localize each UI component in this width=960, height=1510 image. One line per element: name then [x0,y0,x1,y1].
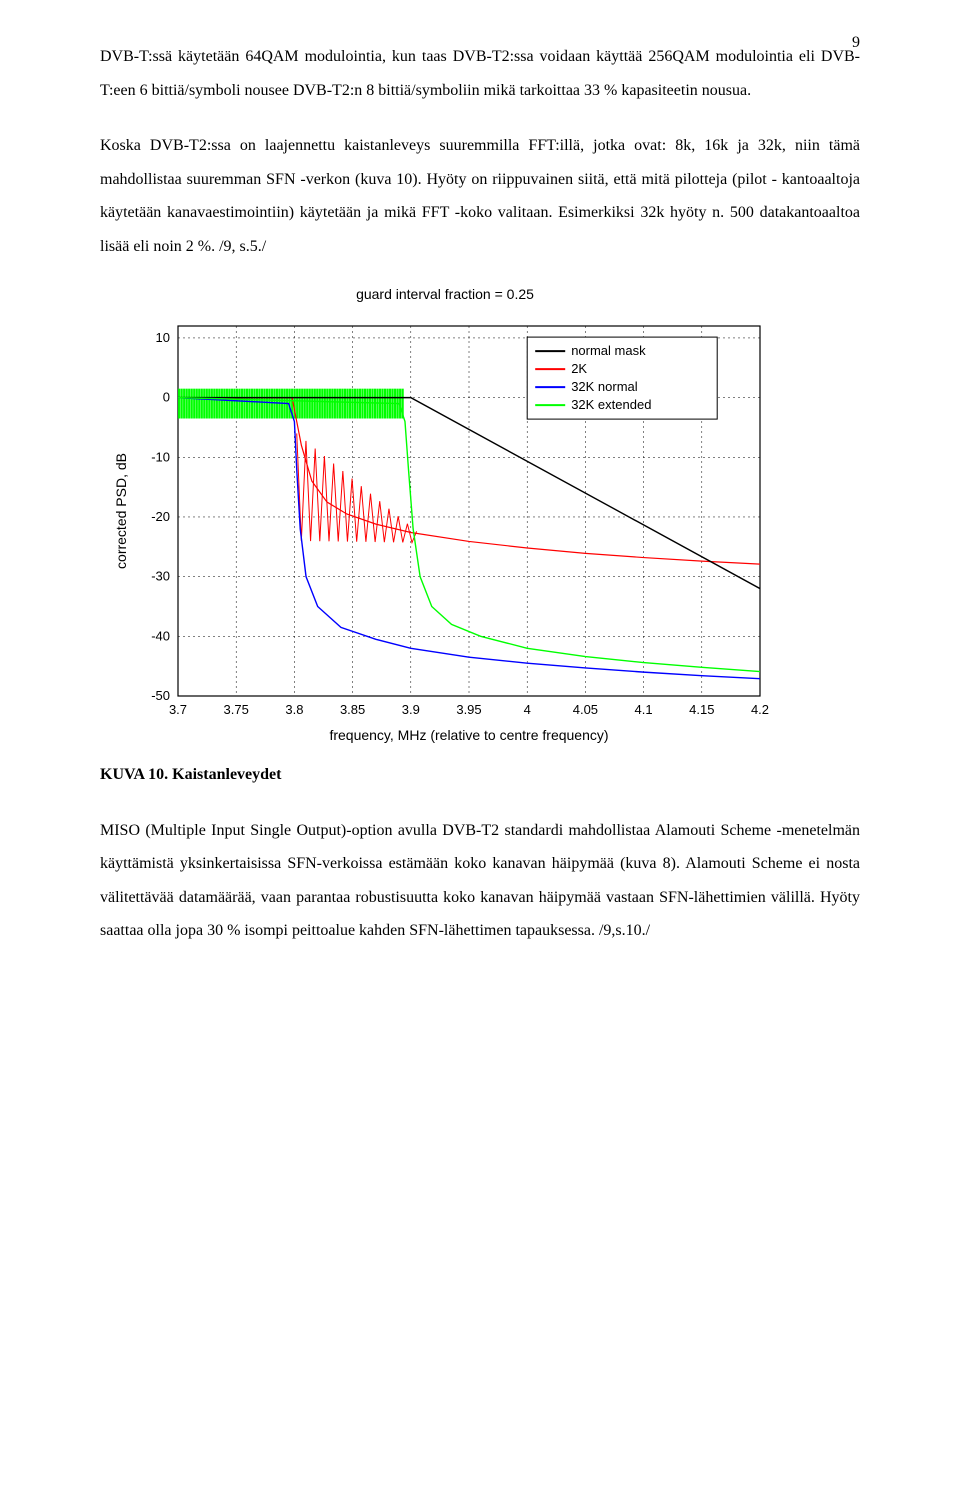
svg-text:10: 10 [156,329,170,344]
svg-text:3.85: 3.85 [340,702,365,717]
svg-text:-20: -20 [151,509,170,524]
svg-text:4.1: 4.1 [635,702,653,717]
svg-text:3.95: 3.95 [456,702,481,717]
svg-text:4: 4 [524,702,531,717]
svg-text:3.7: 3.7 [169,702,187,717]
svg-text:4.15: 4.15 [689,702,714,717]
chart-title: guard interval fraction = 0.25 [100,286,790,302]
svg-text:-40: -40 [151,628,170,643]
figure-caption: KUVA 10. Kaistanleveydet [100,766,860,784]
svg-text:-30: -30 [151,568,170,583]
svg-text:32K normal: 32K normal [571,379,638,394]
paragraph-1: DVB-T:ssä käytetään 64QAM modulointia, k… [100,40,860,107]
paragraph-2: Koska DVB-T2:ssa on laajennettu kaistanl… [100,129,860,263]
page: 9 DVB-T:ssä käytetään 64QAM modulointia,… [0,0,960,1510]
svg-text:32K extended: 32K extended [571,397,651,412]
svg-text:2K: 2K [571,361,587,376]
chart-figure: guard interval fraction = 0.25 3.73.753.… [100,286,790,756]
svg-text:3.9: 3.9 [402,702,420,717]
svg-text:3.75: 3.75 [224,702,249,717]
svg-text:frequency, MHz (relative to ce: frequency, MHz (relative to centre frequ… [329,727,608,743]
paragraph-3: MISO (Multiple Input Single Output)-opti… [100,814,860,948]
figure-caption-bold: KUVA 10. Kaistanleveydet [100,766,281,783]
svg-text:-10: -10 [151,449,170,464]
svg-text:4.2: 4.2 [751,702,769,717]
svg-text:4.05: 4.05 [573,702,598,717]
svg-text:normal mask: normal mask [571,343,646,358]
page-number: 9 [852,34,860,52]
svg-text:corrected PSD, dB: corrected PSD, dB [113,453,129,569]
svg-text:0: 0 [163,389,170,404]
psd-chart: 3.7 3.75 3.8 3.85 3.9 3.95 4 4.05 4.1 4.15 4.2 -50 -… [100,306,790,756]
svg-text:3.8: 3.8 [285,702,303,717]
svg-text:-50: -50 [151,688,170,703]
